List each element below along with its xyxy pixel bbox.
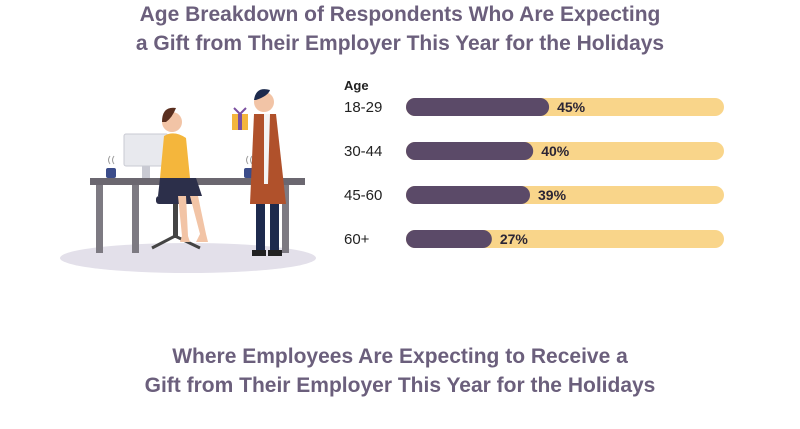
section-title-line-2: Gift from Their Employer This Year for t… [144,374,656,397]
category-label-45-60: 45-60 [344,187,382,204]
value-label-60+: 27% [500,231,529,247]
category-label-60+: 60+ [344,231,370,248]
chart-title-line-1: Age Breakdown of Respondents Who Are Exp… [139,3,661,26]
chart-title: Age Breakdown of Respondents Who Are Exp… [0,0,800,58]
bar-fill-60+ [406,230,492,248]
age-breakdown-bar-chart: Age 18-29 45% 30-44 40% 45-60 39% 60+ 27% [344,78,724,248]
desk-top [90,178,305,185]
age-legend-title: Age [344,78,369,93]
value-label-18-29: 45% [557,99,586,115]
mug-left [106,168,116,178]
desk-leg-right [282,185,289,253]
bar-fill-45-60 [406,186,531,204]
chart-title-line-2: a Gift from Their Employer This Year for… [135,32,665,55]
value-label-45-60: 39% [538,187,567,203]
monitor-stand [142,166,150,178]
desk-leg-mid [132,185,139,253]
category-label-30-44: 30-44 [344,143,382,160]
desk-leg-left [96,185,103,253]
woman-top [160,133,190,178]
woman-skirt [158,178,202,196]
bar-fill-18-29 [406,98,550,116]
category-label-18-29: 18-29 [344,99,382,116]
office-gift-illustration [60,89,316,273]
section-title-line-1: Where Employees Are Expecting to Receive… [172,345,628,368]
bar-fill-30-44 [406,142,534,160]
section-title: Where Employees Are Expecting to Receive… [0,342,800,400]
value-label-30-44: 40% [541,143,570,159]
monitor [123,133,169,167]
chair-seat [156,196,196,204]
